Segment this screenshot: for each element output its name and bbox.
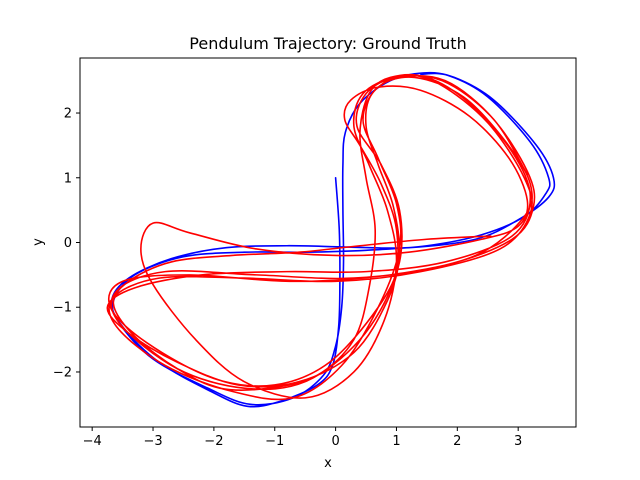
x-tick-label: −1	[265, 434, 284, 449]
y-axis-label: y	[31, 238, 46, 246]
x-tick-label: −3	[143, 434, 162, 449]
y-axis-ticks: −2 −1 0 1 2	[53, 107, 80, 380]
y-tick-label: −2	[53, 365, 72, 380]
x-axis-ticks: −4 −3 −2 −1 0 1 2 3	[83, 427, 522, 449]
x-tick-label: 1	[392, 434, 400, 449]
y-tick-label: 0	[64, 236, 72, 251]
y-tick-label: 1	[64, 171, 72, 186]
series-layer	[106, 71, 556, 408]
y-tick-label: 2	[64, 107, 72, 122]
x-tick-label: 2	[453, 434, 461, 449]
series-line-2	[106, 73, 536, 401]
x-tick-label: 3	[514, 434, 522, 449]
x-tick-label: −2	[204, 434, 223, 449]
x-tick-label: −4	[83, 434, 102, 449]
x-axis-label: x	[324, 456, 332, 471]
x-tick-label: 0	[331, 434, 339, 449]
chart-title: Pendulum Trajectory: Ground Truth	[189, 34, 466, 53]
y-tick-label: −1	[53, 301, 72, 316]
